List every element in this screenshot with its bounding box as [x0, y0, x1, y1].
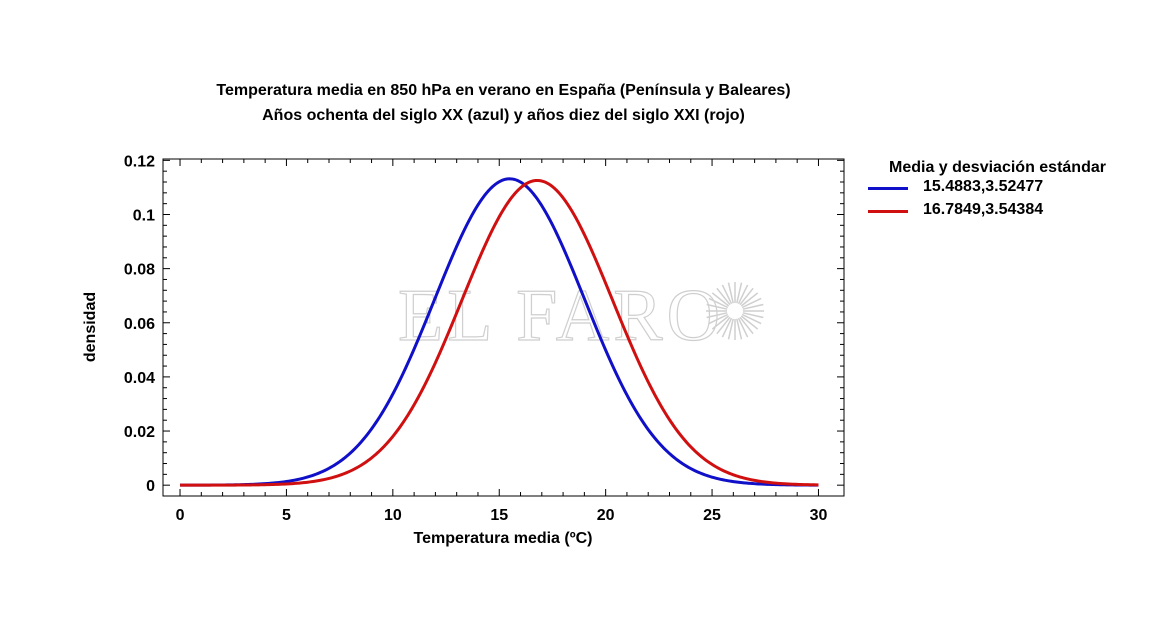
- sunburst-ray: [742, 312, 764, 319]
- series-line-blue: [180, 177, 819, 487]
- y-tick-label: 0.1: [133, 207, 155, 224]
- sunburst-ray: [741, 297, 762, 309]
- sunburst-ray: [740, 292, 759, 307]
- plot-frame: [162, 158, 845, 497]
- sunburst-ray: [739, 287, 754, 306]
- x-axis-label: Temperatura media (ºC): [414, 530, 593, 547]
- x-tick-label: 0: [176, 507, 185, 524]
- sunburst-ray: [736, 318, 743, 340]
- sunburst-ray: [708, 297, 729, 309]
- sunburst-ray: [711, 315, 730, 330]
- series-line-red: [180, 178, 819, 487]
- x-tick-label: 25: [703, 507, 721, 524]
- legend-swatch-red: [868, 210, 908, 213]
- sunburst-ray: [737, 284, 749, 305]
- legend-swatch-blue: [868, 187, 908, 190]
- y-tick-label: 0.12: [124, 153, 155, 170]
- watermark-text: EL FARO: [398, 275, 724, 357]
- y-tick-label: 0.02: [124, 424, 155, 441]
- y-tick-label: 0.06: [124, 316, 155, 333]
- axis-ticks: 0 5 10 15 20 25 30 0 0.02 0.04 0.06 0.08 0.1 0.12: [124, 153, 844, 524]
- sunburst-ray: [741, 313, 762, 325]
- chart-title: Temperatura media en 850 hPa en verano e…: [216, 82, 791, 99]
- sunburst-ray: [706, 303, 728, 310]
- y-tick-label: 0.08: [124, 262, 155, 279]
- series-layer: [180, 177, 819, 487]
- y-tick-label: 0.04: [124, 370, 155, 387]
- sunburst-ray: [740, 315, 759, 330]
- x-tick-label: 5: [282, 507, 291, 524]
- legend-title: Media y desviación estándar: [889, 159, 1106, 176]
- legend-label: 15.4883,3.52477: [923, 178, 1044, 195]
- sunburst-ray: [716, 287, 731, 306]
- sunburst-ray: [727, 318, 734, 340]
- legend-label: 16.7849,3.54384: [923, 201, 1044, 218]
- y-tick-label: 0: [146, 478, 155, 495]
- x-tick-label: 10: [384, 507, 402, 524]
- x-tick-label: 20: [597, 507, 615, 524]
- watermark-sunburst-icon: [706, 282, 764, 340]
- sunburst-ray: [739, 316, 754, 335]
- sunburst-ray: [706, 312, 728, 319]
- sunburst-ray: [737, 317, 749, 338]
- sunburst-ray: [708, 313, 729, 325]
- sunburst-ray: [742, 303, 764, 310]
- sunburst-ray: [727, 282, 734, 304]
- sunburst-ray: [736, 282, 743, 304]
- sunburst-ray: [721, 284, 733, 305]
- sunburst-ray: [716, 316, 731, 335]
- sunburst-ray: [711, 292, 730, 307]
- chart-subtitle: Años ochenta del siglo XX (azul) y años …: [262, 107, 745, 124]
- x-tick-label: 15: [490, 507, 508, 524]
- x-tick-label: 30: [810, 507, 828, 524]
- y-axis-label: densidad: [82, 292, 99, 362]
- sunburst-ray: [721, 317, 733, 338]
